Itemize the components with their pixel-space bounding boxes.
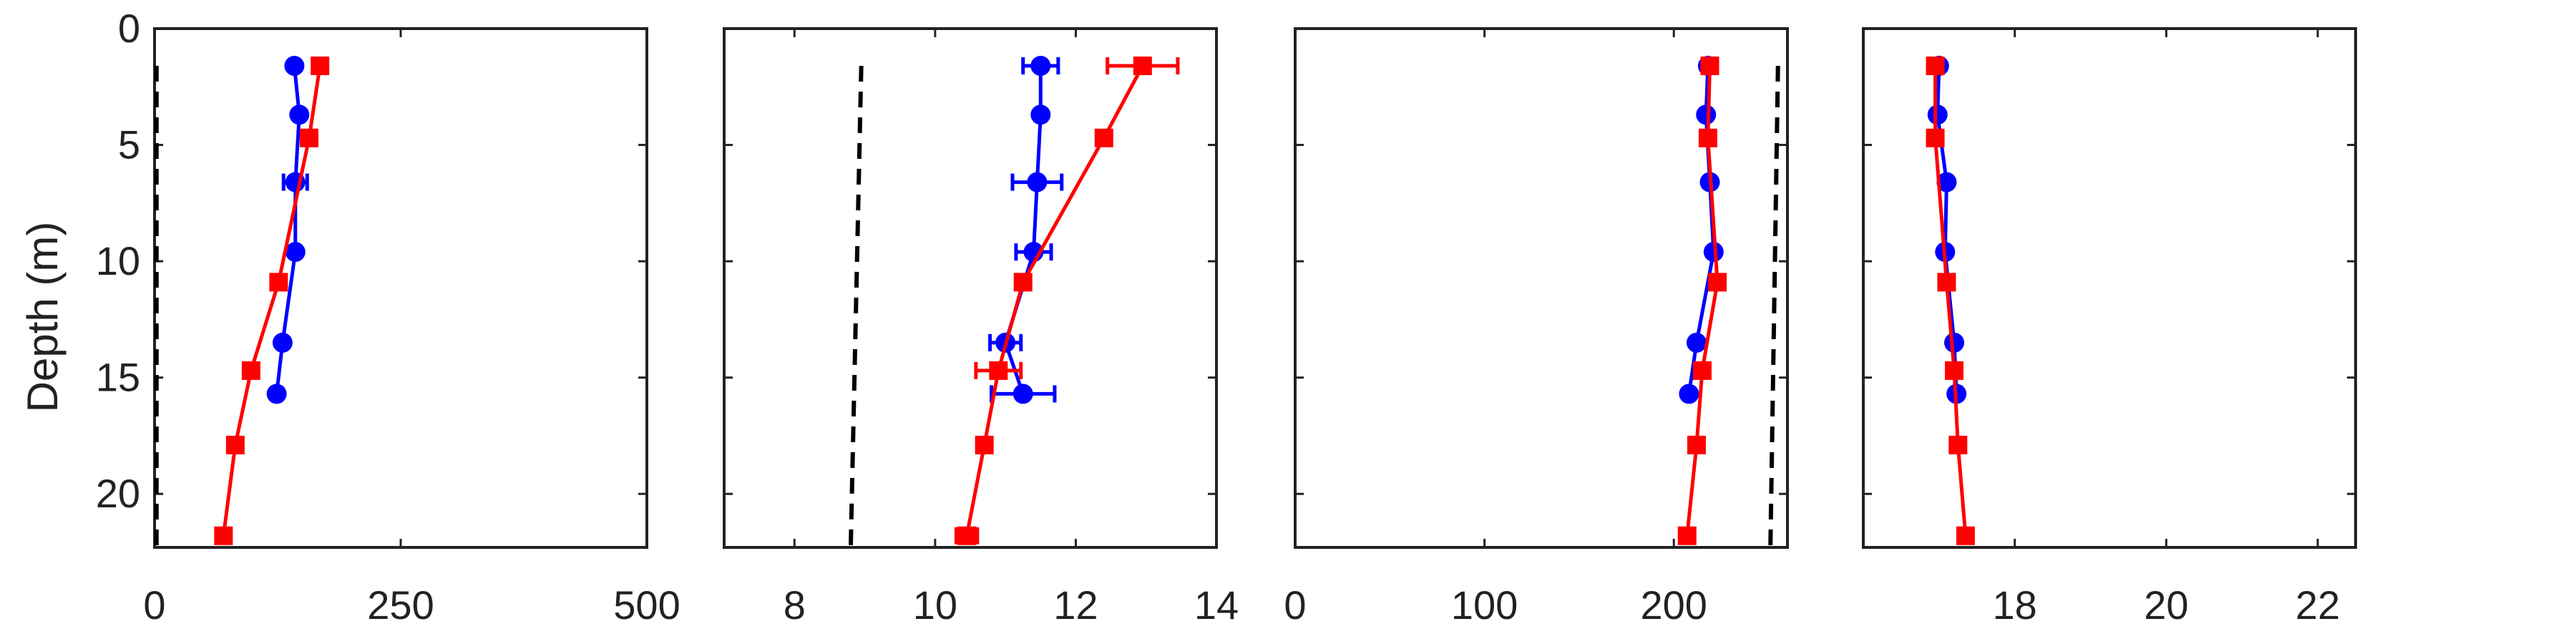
panel-2-series-2-point	[989, 361, 1008, 380]
panel-2-series-1-point	[1030, 56, 1051, 77]
panel-3-series-3-line	[1768, 65, 1780, 548]
panel-2-x-tick-label: 10	[913, 582, 957, 628]
panel-3-series-2-line	[1685, 65, 1719, 537]
panel-3-x-tick-label: 200	[1641, 582, 1707, 628]
panel-2-series-2-point	[1133, 57, 1152, 76]
y-tick-label: 0	[118, 6, 140, 51]
panel-3-series-2-point	[1708, 273, 1727, 292]
panel-1-series-2-point	[241, 361, 260, 380]
panel-4-series-2-point	[1956, 526, 1975, 545]
panel-1-x-tick-label: 500	[613, 582, 680, 628]
panel-2-x-tick-label: 8	[784, 582, 806, 628]
y-tick-label: 15	[96, 355, 140, 400]
panel-1-series-1-point	[284, 56, 305, 77]
panel-4-series-2-point	[1926, 57, 1945, 76]
panel-4-series-2-line	[1933, 66, 1968, 536]
panel-4-series-2-point	[1937, 273, 1956, 292]
panel-1-series-2-line	[221, 65, 322, 537]
panel-3-series-2-point	[1698, 128, 1717, 147]
panel-4-axes-box	[1862, 27, 2357, 549]
panel-4-series-2-point	[1945, 361, 1964, 380]
panel-3-series-2-point	[1677, 526, 1697, 545]
panel-1-series-2-point	[300, 128, 319, 147]
panel-2-series-2-line	[965, 64, 1145, 537]
panel-2-series-2-point	[1094, 128, 1113, 147]
panel-4-series-2-point	[1926, 128, 1945, 147]
panel-1-series-1-point	[285, 242, 306, 263]
panel-2-series-1-point	[1030, 104, 1051, 125]
panel-3-series-1-point	[1679, 384, 1699, 404]
panel-3-series-2-point	[1700, 57, 1719, 76]
panel-2-series-1-point	[1027, 172, 1048, 192]
panel-1-series-1-point	[272, 332, 293, 353]
panel-2-series-3-line	[848, 65, 864, 548]
panel-4-x-tick-label: 18	[1993, 582, 2037, 628]
panel-4-series-1-point	[1936, 172, 1957, 192]
panel-4-x-tick-label: 20	[2144, 582, 2188, 628]
panel-1-series-2-point	[311, 57, 330, 76]
panel-4-x-tick-label: 22	[2296, 582, 2340, 628]
y-tick-label: 5	[118, 122, 140, 167]
panel-2-series-2-point	[957, 526, 977, 545]
panel-2-axes-box	[723, 27, 1218, 549]
panel-2-series-2-point	[1013, 273, 1033, 292]
panel-4-series-1-point	[1927, 104, 1948, 125]
panel-2-x-tick-label: 12	[1053, 582, 1098, 628]
panel-3-series-1-point	[1696, 104, 1717, 125]
panel-3-series-2-point	[1692, 361, 1712, 380]
y-axis-title: Depth (m)	[19, 222, 67, 413]
panel-3-x-tick-label: 0	[1284, 582, 1306, 628]
panel-1-series-2-point	[269, 273, 288, 292]
panel-1-x-tick-label: 250	[367, 582, 434, 628]
panel-4-series-1-point	[1944, 332, 1965, 353]
panel-3-x-tick-label: 100	[1451, 582, 1518, 628]
panel-3-series-1-point	[1686, 332, 1707, 353]
panel-1-series-1-point	[266, 384, 287, 404]
panel-2-series-1-point	[1013, 384, 1033, 404]
panel-2-x-tick-label: 14	[1194, 582, 1239, 628]
panel-3-series-1-point	[1703, 242, 1724, 263]
panel-1-x-tick-label: 0	[143, 582, 165, 628]
y-tick-label: 20	[96, 471, 140, 516]
panel-3-series-2-point	[1687, 435, 1706, 454]
panel-4-series-2-point	[1948, 435, 1968, 454]
panel-2-series-2-point	[975, 435, 994, 454]
panel-1-axes-box	[153, 27, 648, 549]
panel-3-axes-box	[1294, 27, 1789, 549]
panel-1-series-1-point	[289, 104, 310, 125]
y-tick-label: 10	[96, 238, 140, 283]
panel-1-series-2-point	[225, 435, 245, 454]
panel-1-series-2-point	[214, 526, 233, 545]
